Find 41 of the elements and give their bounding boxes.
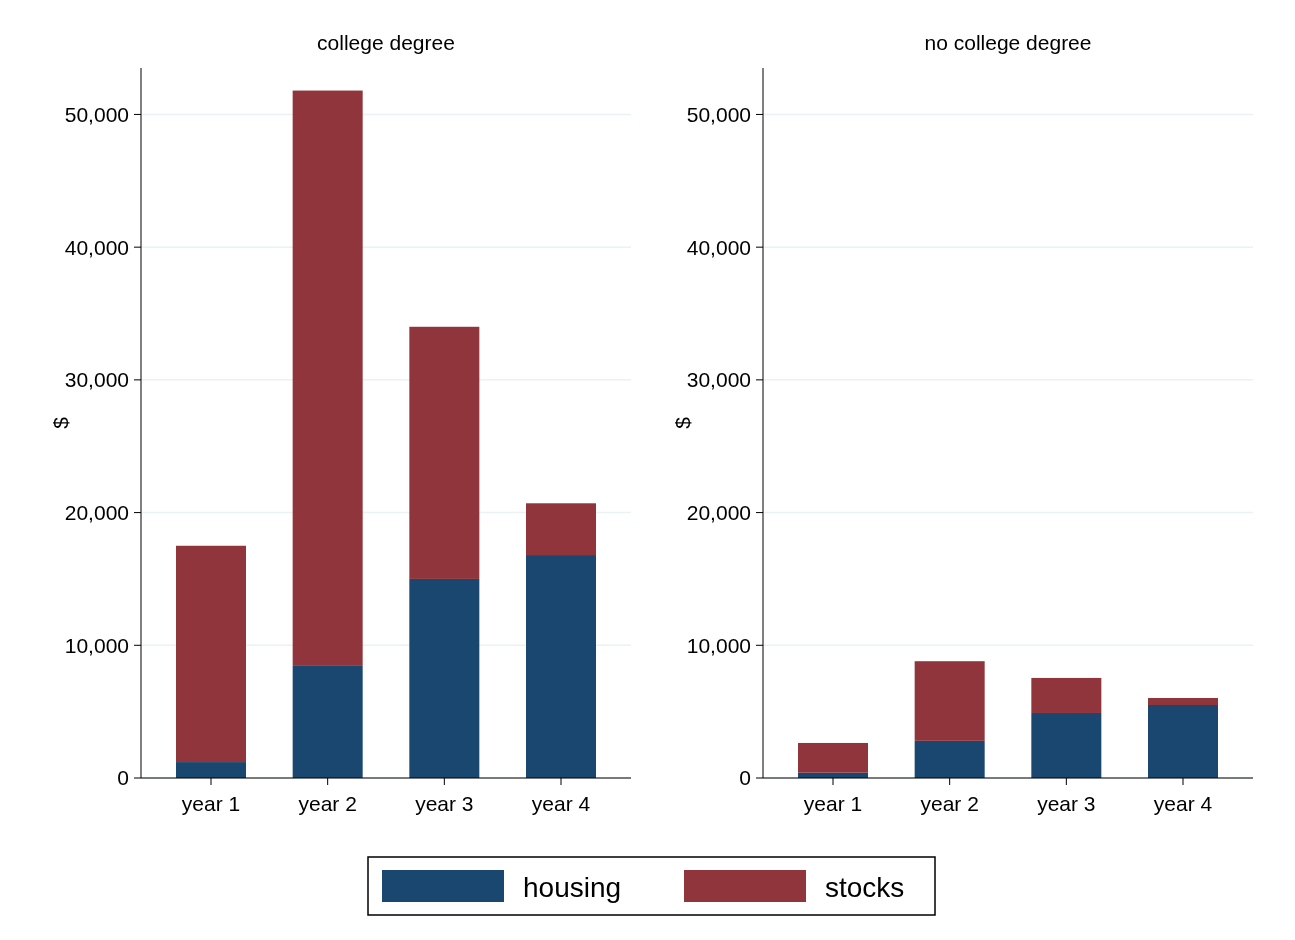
x-tick-label: year 2 (298, 792, 357, 815)
bar (798, 742, 868, 773)
y-axis-title: $ (671, 416, 695, 429)
y-tick-label: 40,000 (64, 235, 129, 259)
y-tick-label: 20,000 (686, 500, 751, 524)
bar (176, 545, 246, 763)
bar (526, 555, 596, 778)
y-tick-label: 10,000 (686, 633, 751, 657)
x-tick-label: year 2 (920, 792, 979, 815)
x-tick-label: year 1 (181, 792, 241, 815)
bar (1031, 712, 1102, 778)
bar (1031, 677, 1102, 713)
x-tick-label: year 4 (1153, 792, 1213, 815)
bar (409, 326, 480, 579)
y-tick-label: 50,000 (686, 102, 751, 126)
bar (914, 661, 985, 741)
y-tick-label: 50,000 (64, 102, 129, 126)
bar (526, 503, 596, 556)
chart-title: college degree (317, 31, 455, 54)
bar (1148, 705, 1218, 778)
bar (1148, 697, 1218, 706)
bar (176, 762, 246, 778)
x-tick-label: year 3 (415, 792, 474, 815)
x-tick-label: year 3 (1037, 792, 1096, 815)
y-axis-title: $ (49, 416, 73, 429)
y-tick-label: 0 (739, 766, 751, 790)
y-tick-label: 20,000 (64, 500, 129, 524)
y-tick-label: 40,000 (686, 235, 751, 259)
bar (914, 740, 985, 778)
y-tick-label: 0 (117, 766, 129, 790)
legend-label: housing (523, 871, 622, 903)
y-tick-label: 10,000 (64, 633, 129, 657)
y-tick-label: 30,000 (64, 368, 129, 392)
x-tick-label: year 1 (803, 792, 863, 815)
bar (409, 578, 480, 778)
bar (292, 90, 363, 666)
legend-label: stocks (825, 871, 905, 903)
y-tick-label: 30,000 (686, 368, 751, 392)
chart-title: no college degree (924, 31, 1092, 54)
x-tick-label: year 4 (531, 792, 591, 815)
bar (292, 665, 363, 778)
